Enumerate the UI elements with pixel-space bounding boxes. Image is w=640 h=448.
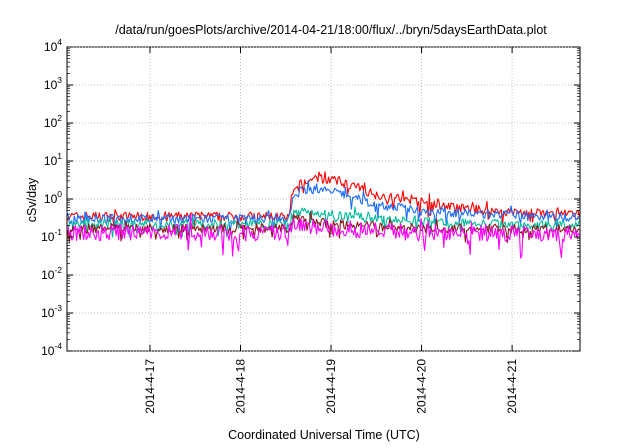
y-tick-label: 10-3	[41, 303, 62, 320]
x-tick-label: 2014-4-18	[234, 359, 248, 414]
y-tick-label: 102	[44, 113, 62, 130]
y-tick-label: 10-2	[41, 265, 62, 282]
series-line-5	[66, 214, 580, 259]
series-line-3	[66, 206, 580, 238]
plot-frame	[66, 46, 581, 352]
y-ticks: 104 103 102 101 100 10-1 10-2 10-3 10-4	[41, 37, 580, 358]
y-tick-label: 103	[44, 75, 62, 92]
y-tick-label: 10-1	[41, 227, 62, 244]
y-tick-label: 100	[44, 189, 62, 206]
grid	[67, 46, 580, 352]
y-tick-label: 104	[44, 37, 62, 54]
x-tick-label: 2014-4-20	[415, 359, 429, 414]
chart-title: /data/run/goesPlots/archive/2014-04-21/1…	[115, 23, 547, 37]
x-axis-label: Coordinated Universal Time (UTC)	[228, 428, 420, 442]
series-line-2	[66, 180, 580, 233]
x-tick-label: 2014-4-21	[505, 359, 519, 414]
series-layer	[66, 171, 580, 259]
x-ticks: 2014-4-17 2014-4-18 2014-4-19 2014-4-20 2014…	[143, 47, 519, 414]
y-tick-label: 101	[44, 151, 62, 168]
series-line-1	[66, 171, 580, 229]
x-tick-label: 2014-4-17	[143, 359, 157, 414]
x-tick-label: 2014-4-19	[324, 359, 338, 414]
y-axis-label: cSv/day	[25, 177, 39, 222]
y-tick-label: 10-4	[41, 341, 62, 358]
